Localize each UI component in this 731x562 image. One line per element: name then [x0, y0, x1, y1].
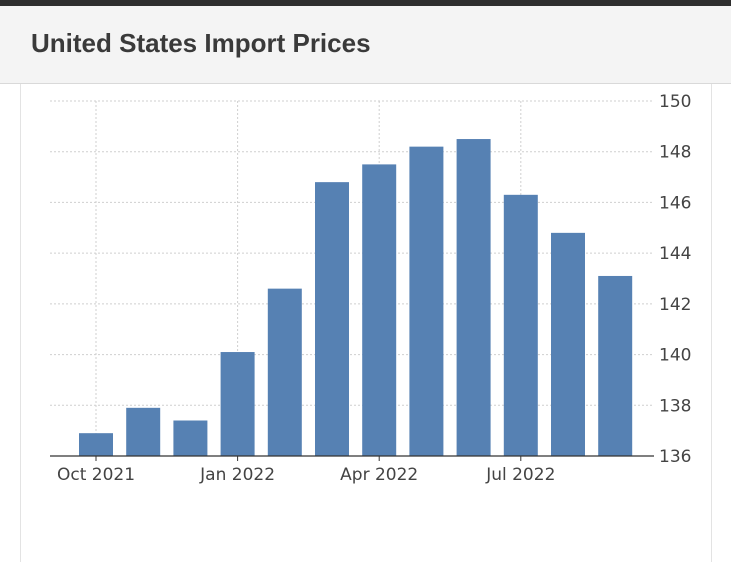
y-tick-label: 150	[659, 92, 691, 112]
x-tick-label: Jul 2022	[485, 465, 555, 485]
import-prices-chart: 136 138 140 142 144 146 148 150 Oct 2021 Jan 2022…	[50, 92, 691, 485]
y-tick-label: 136	[659, 447, 691, 467]
bar-mar-2022	[315, 182, 349, 456]
bar-jan-2022	[220, 352, 255, 456]
bar-aug-2022	[551, 232, 585, 456]
y-tick-label: 144	[659, 244, 691, 264]
x-tick-label: Apr 2022	[340, 465, 418, 485]
y-tick-label: 140	[659, 346, 691, 366]
bar-oct-2021	[79, 433, 113, 456]
bar-apr-2022	[362, 164, 397, 456]
bar-jun-2022	[456, 139, 491, 456]
page-title: United States Import Prices	[31, 28, 371, 58]
bar-may-2022	[409, 146, 444, 456]
bar-nov-2021	[126, 407, 161, 456]
y-tick-label: 142	[659, 295, 691, 315]
bar-jul-2022	[503, 194, 538, 457]
bar-dec-2021	[173, 420, 208, 456]
bar-feb-2022	[267, 288, 302, 456]
x-tick-label: Oct 2021	[57, 465, 135, 485]
bar-sep-2022	[598, 275, 633, 456]
y-tick-label: 148	[659, 143, 691, 163]
y-tick-label: 138	[659, 396, 691, 416]
page-header: United States Import Prices	[0, 6, 731, 84]
chart-card: 136 138 140 142 144 146 148 150 Oct 2021 Jan 2022…	[20, 84, 712, 562]
top-dark-strip	[0, 0, 731, 6]
x-tick-label: Jan 2022	[199, 465, 275, 485]
y-tick-label: 146	[659, 193, 691, 213]
